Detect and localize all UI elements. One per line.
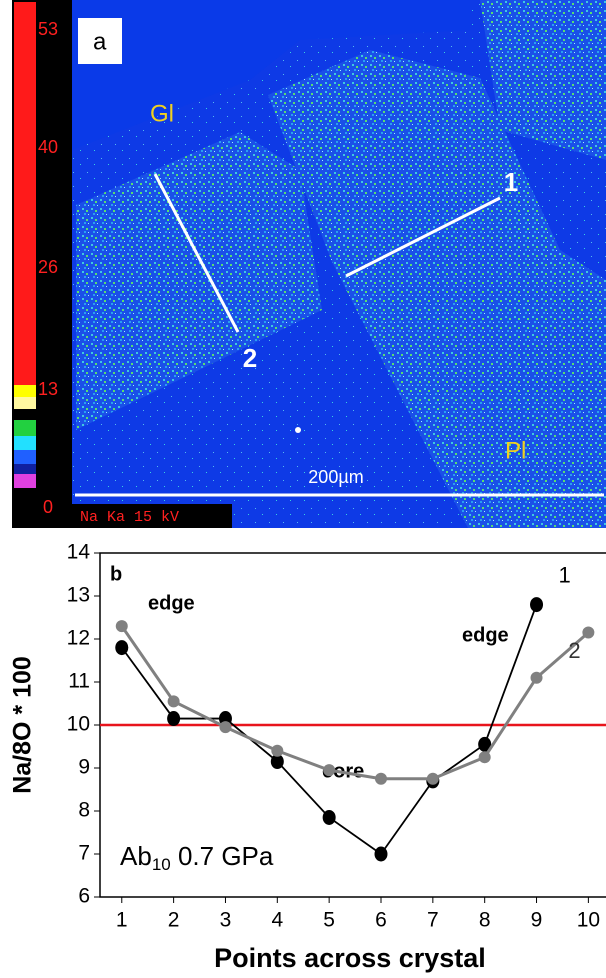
colorbar-label: 0 [43,497,53,517]
x-tick-label: 3 [220,909,232,932]
y-tick-label: 11 [68,670,90,693]
profile-line [345,196,501,278]
map-panel: 53 40 26 13 0 a Gl Pl 1 2 200µm Na Ka 15… [12,0,606,528]
colorbar-label: 13 [38,379,58,399]
data-point [167,695,180,708]
data-point [115,640,129,656]
colorbar-label: 53 [38,19,58,39]
data-point [323,764,336,777]
colorbar-blue [14,450,36,464]
x-axis-title: Points across crystal [214,943,486,973]
data-point [478,736,492,752]
crystal-region [76,132,322,430]
phase-label: Gl [150,100,174,127]
series-line [120,625,590,781]
data-point [426,772,439,785]
detector-label: Na Ka 15 kV [80,509,179,526]
x-tick-label: 2 [168,909,180,932]
profile-label: 2 [243,343,257,373]
glass-region [72,0,470,150]
data-point [115,620,128,633]
data-point [582,626,595,639]
colorbar-label: 26 [38,257,58,277]
x-tick-label: 1 [116,909,128,932]
colorbar-red [14,2,36,385]
data-point [167,711,181,727]
y-tick-label: 14 [67,541,91,564]
sample-label: Ab10 0.7 GPa [120,841,274,875]
chart: b edge edge core Ab10 0.7 GPa Points acr… [9,541,606,973]
colorbar-green [14,420,36,436]
x-tick-label: 8 [479,909,491,932]
scale-label: 200µm [308,467,363,487]
series-label: 2 [568,638,580,663]
colorbar-cyan [14,436,36,450]
panel-label: b [110,563,122,585]
colorbar-yellow [14,385,36,397]
crystal-region [268,50,606,528]
x-tick-label: 4 [271,909,283,932]
y-tick-label: 7 [78,842,90,865]
x-tick-label: 7 [427,909,439,932]
data-point [374,846,388,862]
annotation: edge [462,624,509,646]
data-point [374,772,387,785]
data-point [270,754,284,770]
y-tick-label: 12 [67,627,90,650]
data-point [322,809,336,825]
data-point [478,751,491,764]
inclusion [295,427,301,433]
y-axis-title: Na/8O * 100 [9,656,37,794]
colorbar-lightyellow [14,397,36,409]
x-tick-label: 5 [323,909,335,932]
y-tick-label: 10 [67,713,90,736]
y-tick-label: 6 [78,885,90,908]
profile-line [153,173,240,333]
series-label: 1 [559,562,571,587]
data-point [530,671,543,684]
panel-label-box [78,18,122,64]
y-tick-label: 9 [78,756,90,779]
data-point [219,721,232,734]
data-point [271,744,284,757]
colorbar-magenta [14,474,36,488]
panel-label: a [93,28,107,55]
crystal-region [480,0,606,160]
x-tick-label: 10 [577,909,600,932]
profile-label: 1 [504,167,518,197]
phase-label: Pl [505,437,526,464]
y-tick-label: 8 [78,799,90,822]
detector-box [72,504,232,528]
annotation: edge [148,592,195,614]
y-tick-label: 13 [67,584,90,607]
sample-label-part: Ab [120,841,152,871]
colorbar-darkblue [14,464,36,474]
colorbar-label: 40 [38,137,58,157]
x-tick-label: 6 [375,909,387,932]
x-tick-label: 9 [531,909,543,932]
sample-label-sub: 10 [152,855,171,874]
data-point [530,597,544,613]
sample-label-part: 0.7 GPa [171,841,274,871]
